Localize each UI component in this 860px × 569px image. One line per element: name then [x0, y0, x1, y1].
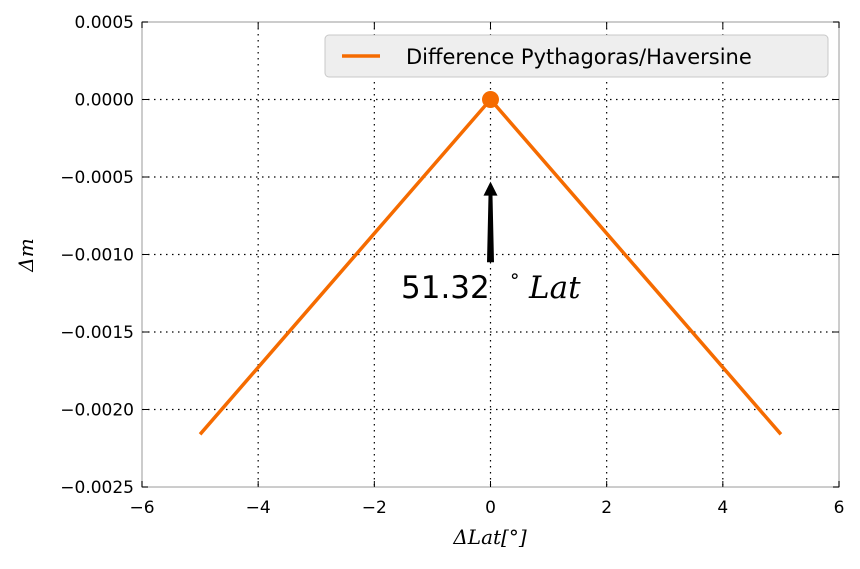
- x-tick-label: −2: [362, 498, 387, 518]
- y-tick-label: −0.0005: [60, 168, 134, 188]
- annotation: 51.32 ° Lat: [401, 181, 581, 306]
- y-tick-label: −0.0015: [60, 323, 134, 343]
- ticks: −6 −4 −2 0 2 4 6 0.0005 0.0000 −0.0005 −0.0010 −0.0…: [60, 13, 844, 518]
- x-tick-label: −6: [129, 498, 154, 518]
- annotation-degree: °: [510, 270, 520, 292]
- x-tick-label: 2: [601, 498, 612, 518]
- x-axis-title: ΔLat[°]: [452, 525, 526, 549]
- x-tick-label: 0: [485, 498, 496, 518]
- annotation-arrow: [483, 181, 498, 263]
- y-axis-title: Δm: [14, 238, 38, 272]
- y-tick-label: 0.0000: [75, 91, 134, 111]
- data-point-marker: [482, 91, 499, 108]
- legend: Difference Pythagoras/Haversine: [324, 34, 829, 78]
- y-tick-label: 0.0005: [75, 13, 134, 33]
- y-tick-label: −0.0010: [60, 246, 134, 266]
- x-tick-label: 6: [834, 498, 845, 518]
- y-tick-label: −0.0020: [60, 401, 134, 421]
- x-tick-label: −4: [246, 498, 271, 518]
- y-tick-label: −0.0025: [60, 478, 134, 498]
- annotation-value: 51.32: [401, 270, 490, 306]
- x-tick-label: 4: [717, 498, 728, 518]
- series-layer: [198, 91, 783, 436]
- annotation-unit: Lat: [528, 270, 581, 306]
- legend-label: Difference Pythagoras/Haversine: [406, 45, 752, 69]
- legend-box: [324, 34, 829, 78]
